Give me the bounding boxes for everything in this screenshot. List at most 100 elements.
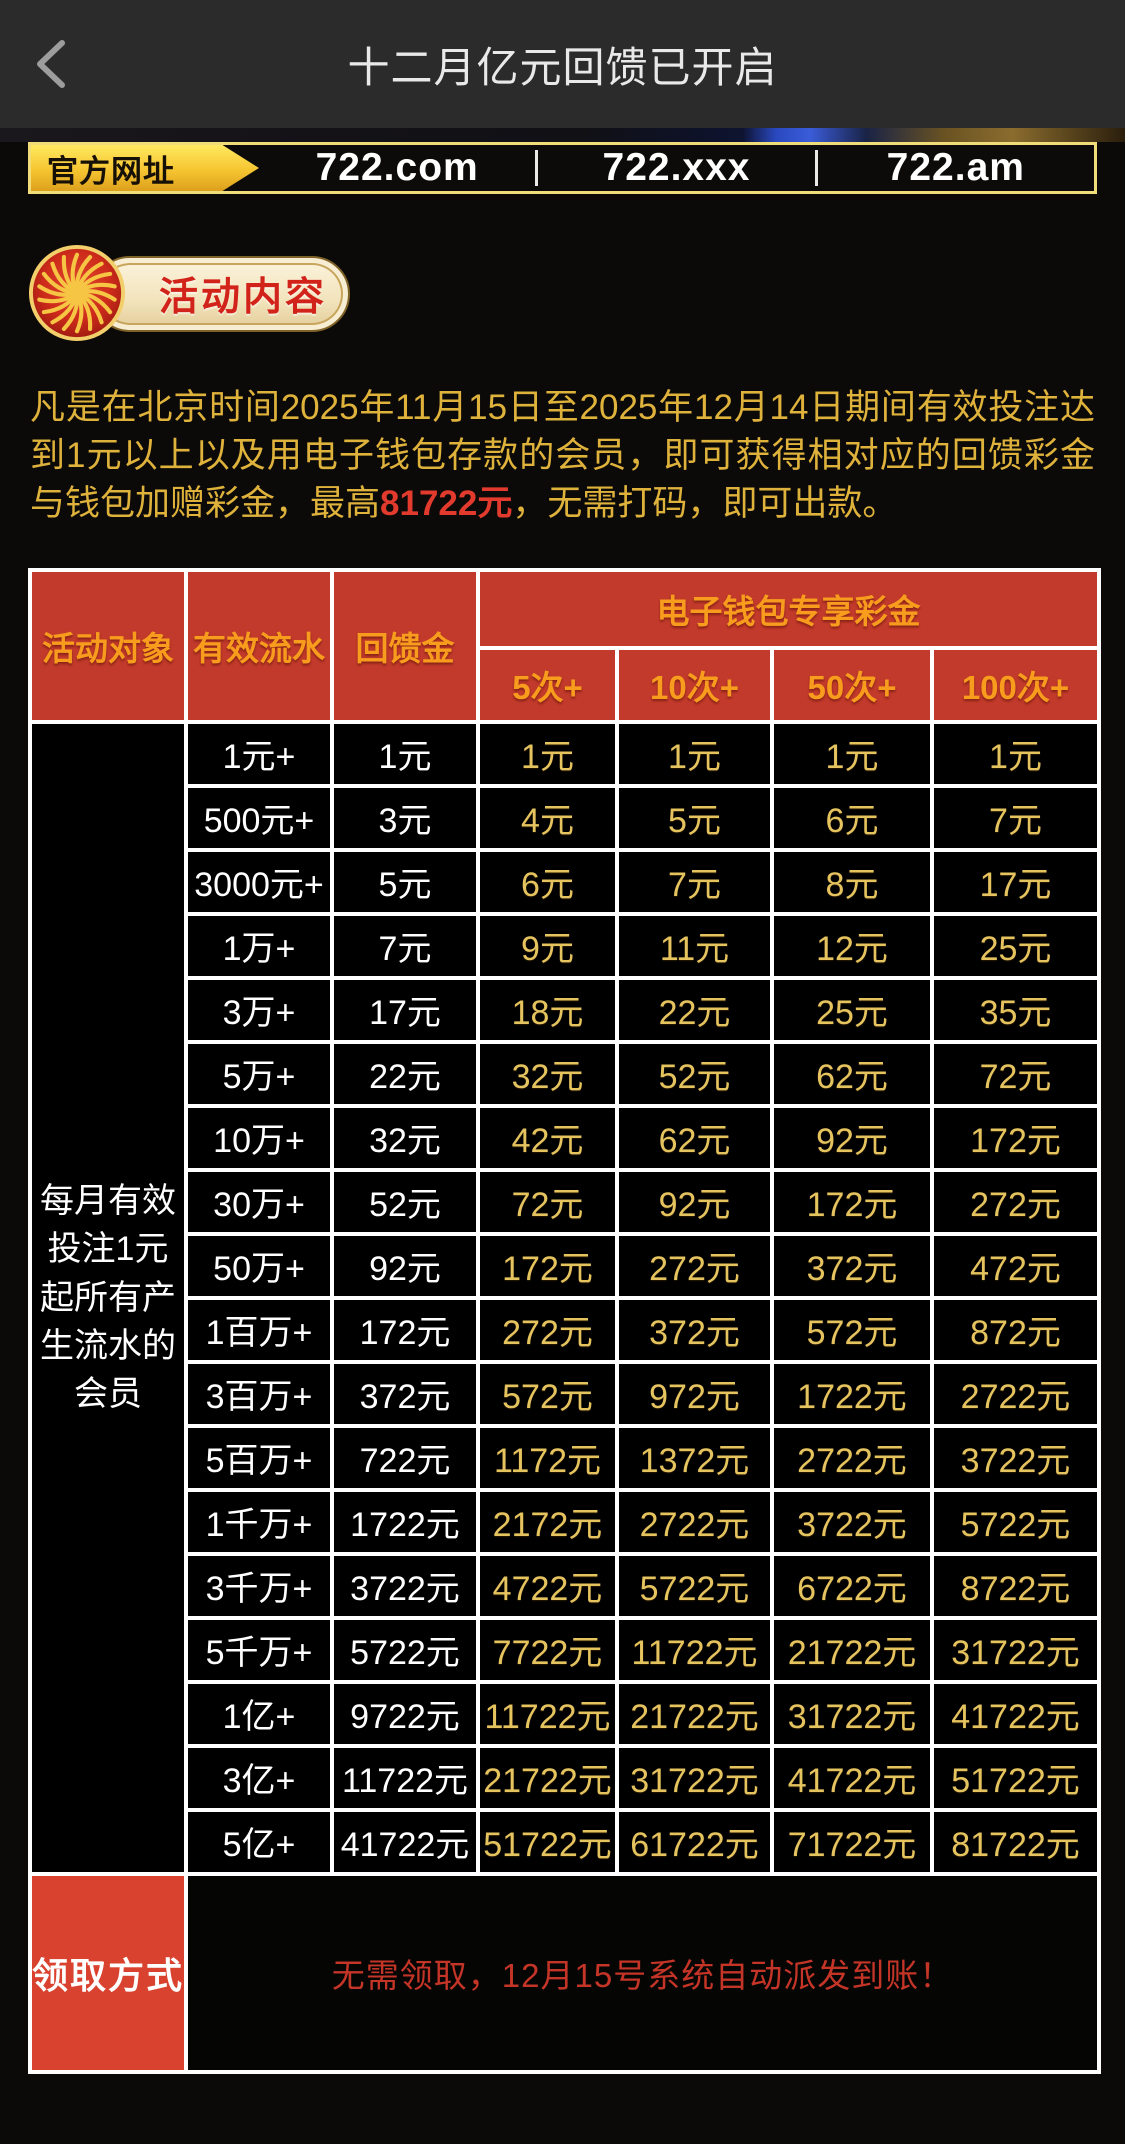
wallet-bonus-cell: 81722元 <box>930 1807 1101 1876</box>
wallet-bonus-cell: 62元 <box>615 1103 774 1172</box>
wallet-bonus-cell: 4元 <box>476 783 619 852</box>
turnover-cell: 3百万+ <box>184 1359 334 1428</box>
activity-content-badge: 活动内容 <box>28 244 1097 342</box>
wallet-bonus-cell: 17元 <box>930 847 1101 916</box>
turnover-cell: 500元+ <box>184 783 334 852</box>
turnover-cell: 1万+ <box>184 911 334 980</box>
header-10-times: 10次+ <box>615 645 774 724</box>
header-activity-target: 活动对象 <box>28 567 188 724</box>
table-row: 10万+ 32元 42元 62元 92元 172元 <box>30 1103 1101 1172</box>
rebate-cell: 17元 <box>330 975 480 1044</box>
wallet-bonus-cell: 92元 <box>770 1103 934 1172</box>
rebate-table: 活动对象 有效流水 回馈金 电子钱包专享彩金 5次+ 10次+ 50次+ 100… <box>28 567 1101 2074</box>
wallet-bonus-cell: 5722元 <box>615 1551 774 1620</box>
table-row: 30万+ 52元 72元 92元 172元 272元 <box>30 1167 1101 1236</box>
wallet-bonus-cell: 1元 <box>770 719 934 788</box>
table-row: 5万+ 22元 32元 52元 62元 72元 <box>30 1039 1101 1108</box>
domain-link-3[interactable]: 722.am <box>886 146 1025 189</box>
table-row: 3万+ 17元 18元 22元 25元 35元 <box>30 975 1101 1044</box>
domain-link-1[interactable]: 722.com <box>315 146 479 189</box>
turnover-cell: 1元+ <box>184 719 334 788</box>
table-row: 3百万+ 372元 572元 972元 1722元 2722元 <box>30 1359 1101 1428</box>
rebate-cell: 9722元 <box>330 1679 480 1748</box>
top-bar: 十二月亿元回馈已开启 <box>0 0 1125 128</box>
table-row: 1亿+ 9722元 11722元 21722元 31722元 41722元 <box>30 1679 1101 1748</box>
wallet-bonus-cell: 1元 <box>615 719 774 788</box>
wallet-bonus-cell: 272元 <box>930 1167 1101 1236</box>
wallet-bonus-cell: 71722元 <box>770 1807 934 1876</box>
member-note-cell: 每月有效投注1元起所有产生流水的会员 <box>28 719 188 1876</box>
turnover-cell: 3亿+ <box>184 1743 334 1812</box>
header-rebate: 回馈金 <box>330 567 480 724</box>
badge-label: 活动内容 <box>158 276 327 319</box>
table-row: 3000元+ 5元 6元 7元 8元 17元 <box>30 847 1101 916</box>
wallet-bonus-cell: 32元 <box>476 1039 619 1108</box>
wallet-bonus-cell: 172元 <box>476 1231 619 1300</box>
wallet-bonus-cell: 72元 <box>930 1039 1101 1108</box>
wallet-bonus-cell: 21722元 <box>476 1743 619 1812</box>
turnover-cell: 3千万+ <box>184 1551 334 1620</box>
table-row: 每月有效投注1元起所有产生流水的会员 1元+ 1元 1元 1元 1元 1元 <box>28 719 1101 1876</box>
table-row: 5百万+ 722元 1172元 1372元 2722元 3722元 <box>30 1423 1101 1492</box>
turnover-cell: 3万+ <box>184 975 334 1044</box>
rebate-cell: 172元 <box>330 1295 480 1364</box>
rebate-cell: 92元 <box>330 1231 480 1300</box>
turnover-cell: 30万+ <box>184 1167 334 1236</box>
turnover-cell: 10万+ <box>184 1103 334 1172</box>
promo-text-part2: ，无需打码，即可出款。 <box>512 483 898 523</box>
wallet-bonus-cell: 3722元 <box>930 1423 1101 1492</box>
table-row: 3亿+ 11722元 21722元 31722元 41722元 51722元 <box>30 1743 1101 1812</box>
header-5-times: 5次+ <box>476 645 619 724</box>
wallet-bonus-cell: 31722元 <box>770 1679 934 1748</box>
turnover-cell: 50万+ <box>184 1231 334 1300</box>
wallet-bonus-cell: 72元 <box>476 1167 619 1236</box>
wallet-bonus-cell: 7元 <box>615 847 774 916</box>
header-100-times: 100次+ <box>930 645 1101 724</box>
max-bonus-highlight: 81722元 <box>380 483 513 523</box>
rebate-cell: 3元 <box>330 783 480 852</box>
wallet-bonus-cell: 18元 <box>476 975 619 1044</box>
wallet-bonus-cell: 11元 <box>615 911 774 980</box>
wallet-bonus-cell: 25元 <box>930 911 1101 980</box>
wallet-bonus-cell: 52元 <box>615 1039 774 1108</box>
wallet-bonus-cell: 1372元 <box>615 1423 774 1492</box>
wallet-bonus-cell: 6元 <box>476 847 619 916</box>
table-row: 1千万+ 1722元 2172元 2722元 3722元 5722元 <box>30 1487 1101 1556</box>
wallet-bonus-cell: 8722元 <box>930 1551 1101 1620</box>
wallet-bonus-cell: 372元 <box>770 1231 934 1300</box>
wallet-bonus-cell: 41722元 <box>770 1743 934 1812</box>
wallet-bonus-cell: 92元 <box>615 1167 774 1236</box>
rebate-cell: 11722元 <box>330 1743 480 1812</box>
wallet-bonus-cell: 572元 <box>476 1359 619 1428</box>
wallet-bonus-cell: 1172元 <box>476 1423 619 1492</box>
official-url-tag: 官方网址 <box>31 145 259 191</box>
wallet-bonus-cell: 2722元 <box>930 1359 1101 1428</box>
wallet-bonus-cell: 62元 <box>770 1039 934 1108</box>
rebate-cell: 722元 <box>330 1423 480 1492</box>
rebate-cell: 3722元 <box>330 1551 480 1620</box>
badge-pill: 活动内容 <box>92 256 350 332</box>
domain-link-2[interactable]: 722.xxx <box>602 146 751 189</box>
wallet-bonus-cell: 12元 <box>770 911 934 980</box>
rebate-cell: 1722元 <box>330 1487 480 1556</box>
wallet-bonus-cell: 172元 <box>930 1103 1101 1172</box>
header-ewallet-bonus-group: 电子钱包专享彩金 <box>476 567 1101 650</box>
promo-text-part1: 凡是在北京时间2025年11月15日至2025年12月14日期间有效投注达到1元… <box>30 388 1095 523</box>
rebate-cell: 5元 <box>330 847 480 916</box>
rebate-cell: 5722元 <box>330 1615 480 1684</box>
wallet-bonus-cell: 172元 <box>770 1167 934 1236</box>
turnover-cell: 1百万+ <box>184 1295 334 1364</box>
wallet-bonus-cell: 61722元 <box>615 1807 774 1876</box>
turnover-cell: 5亿+ <box>184 1807 334 1876</box>
wallet-bonus-cell: 41722元 <box>930 1679 1101 1748</box>
back-button[interactable] <box>18 32 82 96</box>
banner-photo-strip <box>0 128 1125 142</box>
turnover-cell: 1亿+ <box>184 1679 334 1748</box>
table-row: 5千万+ 5722元 7722元 11722元 21722元 31722元 <box>30 1615 1101 1684</box>
wallet-bonus-cell: 6元 <box>770 783 934 852</box>
rebate-cell: 52元 <box>330 1167 480 1236</box>
wallet-bonus-cell: 1元 <box>476 719 619 788</box>
wallet-bonus-cell: 6722元 <box>770 1551 934 1620</box>
wallet-bonus-cell: 25元 <box>770 975 934 1044</box>
wallet-bonus-cell: 2722元 <box>770 1423 934 1492</box>
